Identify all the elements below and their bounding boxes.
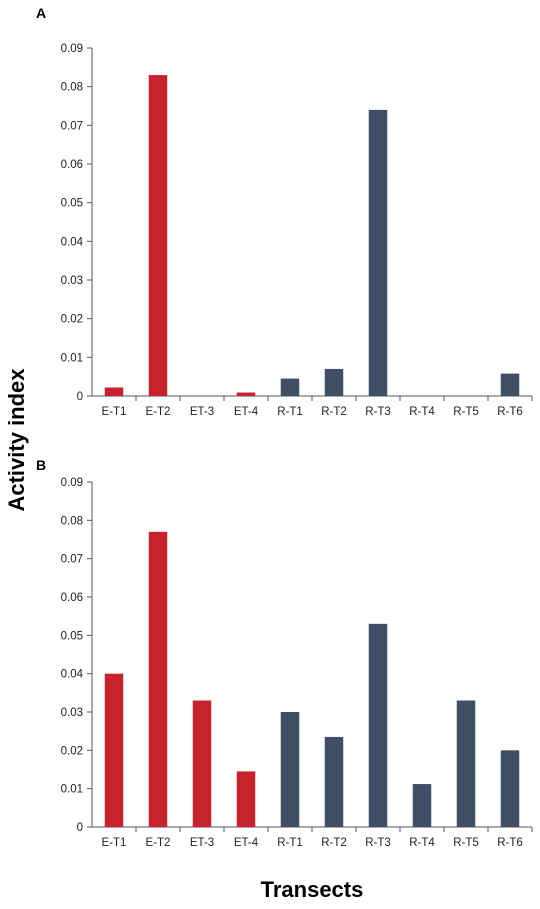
y-tick-label: 0.02 [61, 314, 83, 326]
y-tick-label: 0.03 [61, 707, 83, 719]
bar-r-t6 [500, 373, 520, 396]
y-tick-label: 0.04 [61, 236, 84, 248]
bar-r-t3 [368, 623, 388, 827]
y-tick-label: 0.09 [61, 43, 83, 55]
panel-a-label: A [36, 5, 46, 21]
x-tick-label: R-T5 [453, 837, 479, 849]
x-axis-title: Transects [261, 877, 364, 902]
y-tick-label: 0 [77, 391, 83, 403]
y-tick-label: 0.05 [61, 630, 83, 642]
y-tick-label: 0.07 [61, 554, 83, 566]
x-tick-label: R-T6 [497, 406, 523, 418]
y-tick-label: 0.06 [61, 592, 83, 604]
y-tick-label: 0.03 [61, 275, 83, 287]
bar-r-t1 [280, 712, 300, 827]
x-tick-label: E-T2 [146, 837, 171, 849]
bar-e-t1 [104, 673, 124, 827]
y-tick-label: 0.06 [61, 159, 83, 171]
x-tick-label: E-T2 [146, 406, 171, 418]
y-tick-label: 0 [77, 822, 83, 834]
y-axis-title: Activity index [4, 368, 29, 512]
y-tick-label: 0.09 [61, 477, 83, 489]
bar-et-3 [192, 700, 212, 827]
x-tick-label: R-T4 [409, 837, 435, 849]
bar-et-4 [236, 392, 256, 396]
x-tick-label: R-T6 [497, 837, 523, 849]
y-tick-label: 0.05 [61, 198, 83, 210]
bar-e-t1 [104, 387, 124, 396]
bar-r-t4 [412, 784, 432, 827]
x-tick-label: ET-3 [190, 837, 214, 849]
bar-r-t6 [500, 750, 520, 827]
bar-r-t2 [324, 368, 344, 396]
x-tick-label: R-T2 [321, 837, 347, 849]
panel-b-label: B [36, 457, 46, 473]
panel-b-chart: B 0 0.01 0.02 0.03 0.04 0.05 0.06 0.07 0.08 0.09 E… [36, 457, 533, 849]
y-tick-label: 0.01 [61, 784, 83, 796]
bar-r-t5 [456, 700, 476, 827]
x-tick-label: R-T3 [365, 837, 391, 849]
x-tick-label: ET-3 [190, 406, 214, 418]
x-tick-label: ET-4 [234, 406, 259, 418]
y-tick-label: 0.08 [61, 82, 83, 94]
bar-r-t2 [324, 736, 344, 827]
x-tick-label: R-T4 [409, 406, 435, 418]
x-tick-label: E-T1 [102, 837, 127, 849]
bar-et-4 [236, 771, 256, 827]
bar-r-t3 [368, 109, 388, 396]
x-tick-label: R-T5 [453, 406, 479, 418]
bar-e-t2 [148, 531, 168, 827]
y-tick-label: 0.01 [61, 352, 83, 364]
x-tick-label: R-T2 [321, 406, 347, 418]
y-tick-label: 0.04 [61, 669, 84, 681]
x-tick-label: R-T1 [277, 837, 303, 849]
x-tick-label: R-T1 [277, 406, 303, 418]
bar-e-t2 [148, 75, 168, 397]
x-tick-label: ET-4 [234, 837, 259, 849]
panel-a-chart: A 0 0.01 0.02 0.03 0.04 0.05 0.06 0.07 0.08 0.09 E… [36, 5, 533, 418]
x-tick-label: E-T1 [102, 406, 127, 418]
x-tick-label: R-T3 [365, 406, 391, 418]
y-tick-label: 0.07 [61, 120, 83, 132]
y-tick-label: 0.08 [61, 515, 83, 527]
y-tick-label: 0.02 [61, 745, 83, 757]
bar-r-t1 [280, 378, 300, 396]
